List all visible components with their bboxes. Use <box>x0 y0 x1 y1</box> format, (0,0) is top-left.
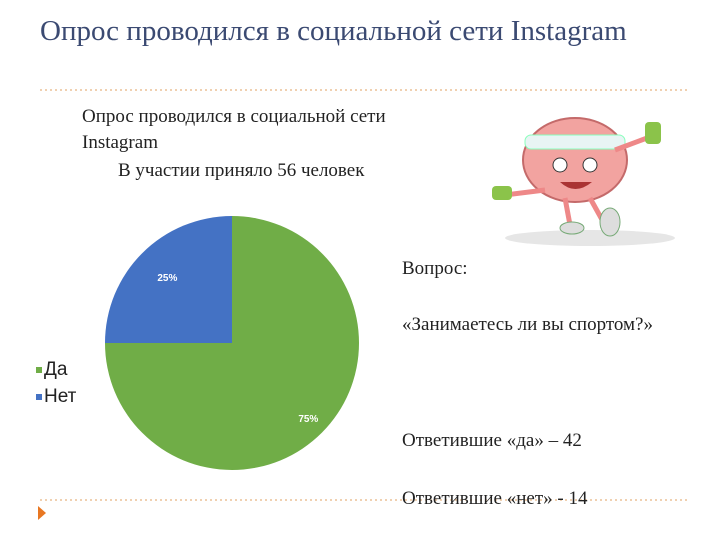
legend-marker <box>36 367 42 373</box>
value-label: 25% <box>157 273 177 284</box>
question-text: «Занимаетесь ли вы спортом?» <box>402 314 653 335</box>
bullet-arrow <box>38 506 46 520</box>
pie-slice <box>105 216 232 343</box>
legend-label: Нет <box>44 386 77 407</box>
intro-text: Опрос проводился в социальной сети Insta… <box>82 106 386 153</box>
question-label: Вопрос: <box>402 258 468 279</box>
slide-title: Опрос проводился в социальной сети Insta… <box>40 15 627 47</box>
legend-marker <box>36 394 42 400</box>
value-label: 75% <box>298 414 318 425</box>
pie-chart: 75% 25% Да Нет <box>36 216 359 470</box>
participants-text: В участии приняло 56 человек <box>118 160 365 181</box>
answer-yes: Ответившие «да» – 42 <box>402 430 582 451</box>
brain-illustration <box>492 117 675 246</box>
answer-no: Ответившие «нет» - 14 <box>402 488 588 509</box>
legend-label: Да <box>44 359 68 380</box>
